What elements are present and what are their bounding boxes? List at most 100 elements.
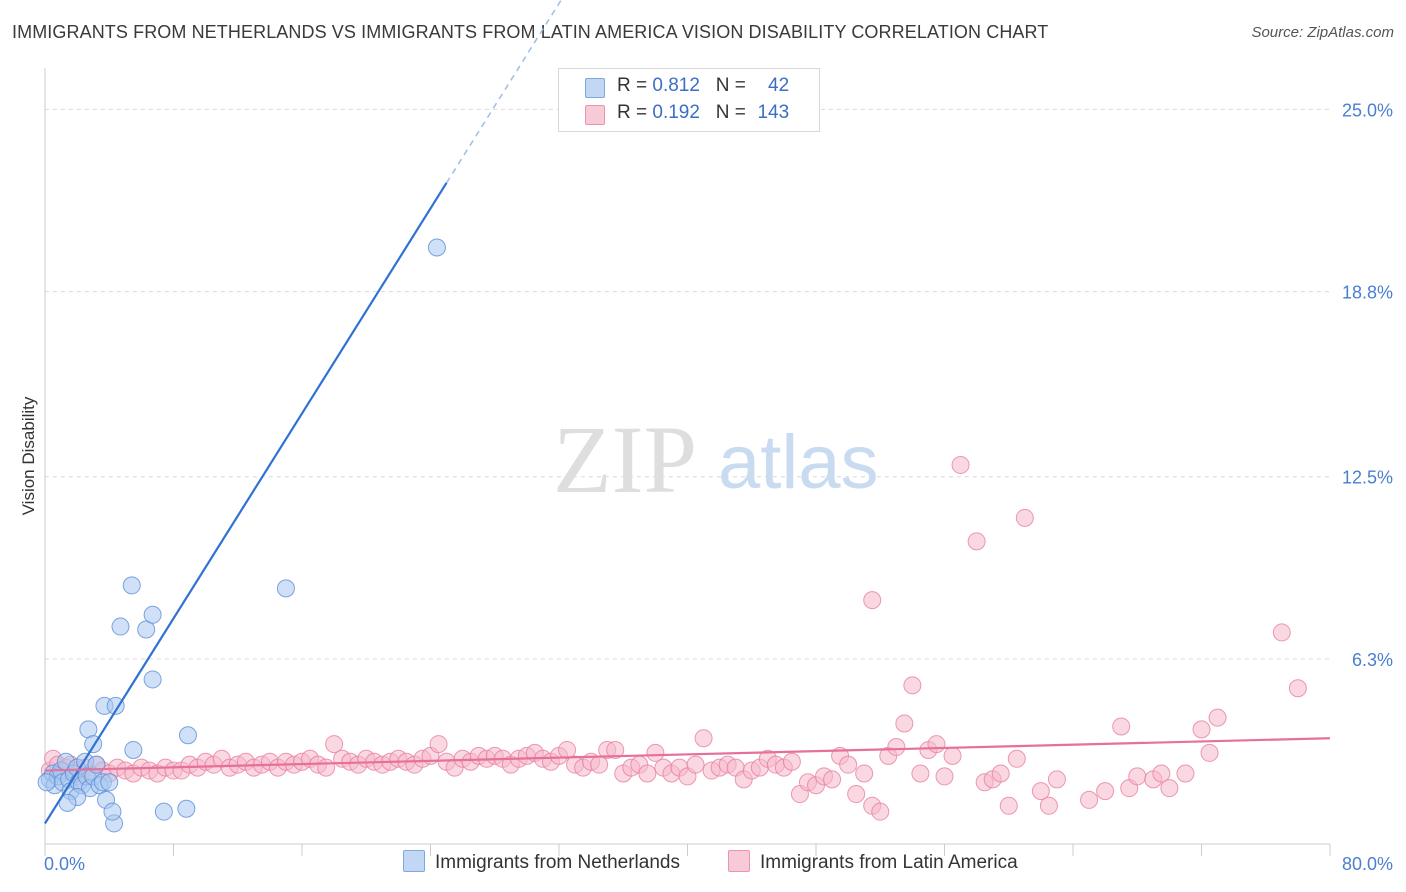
netherlands-point [178, 726, 197, 745]
legend-n-label: N = [715, 102, 746, 123]
latin-america-point [694, 729, 713, 748]
bottom-legend-swatch-netherlands [403, 850, 425, 872]
latin-america-point [951, 455, 970, 474]
latin-america-point [1272, 623, 1291, 642]
latin-america-trend-line [44, 737, 1331, 772]
y-tick-label: 12.5% [1342, 468, 1393, 488]
netherlands-trend-extension [445, 0, 563, 184]
latin-america-point [903, 676, 922, 695]
y-tick-label: 6.3% [1352, 650, 1393, 670]
legend-n-value: 42 [768, 75, 790, 96]
x-tick-label-max: 80.0% [1342, 854, 1393, 874]
latin-america-point [1208, 708, 1227, 727]
legend: R = 0.812 N = 42 R = 0.192 N = 143 [558, 68, 820, 132]
latin-america-point [429, 735, 448, 754]
latin-america-point [839, 755, 858, 774]
latin-america-point [823, 770, 842, 789]
x-tick-label-min: 0.0% [44, 854, 85, 874]
legend-text-latin-america: R = 0.192 N = 143 [617, 102, 789, 124]
latin-america-point [999, 796, 1018, 815]
netherlands-point [143, 605, 162, 624]
netherlands-point [177, 799, 196, 818]
latin-america-point [855, 764, 874, 783]
latin-america-point [1176, 764, 1195, 783]
legend-n-value: 143 [757, 102, 790, 123]
netherlands-point [143, 670, 162, 689]
netherlands-point [103, 802, 122, 821]
legend-r-value: 0.812 [652, 75, 700, 96]
latin-america-point [1200, 743, 1219, 762]
bottom-legend: Immigrants from Netherlands Immigrants f… [0, 850, 1406, 880]
gridlines [45, 108, 1330, 660]
netherlands-point [37, 773, 56, 792]
bottom-legend-label-netherlands: Immigrants from Netherlands [435, 852, 680, 873]
bottom-legend-label-latin-america: Immigrants from Latin America [760, 852, 1018, 873]
legend-r-value: 0.192 [652, 102, 700, 123]
latin-america-point [782, 752, 801, 771]
trend-lines [44, 0, 1331, 825]
bottom-legend-latin-america: Immigrants from Latin America [728, 850, 1018, 874]
legend-swatch-netherlands [585, 78, 605, 98]
x-axis-ticks [44, 844, 1331, 856]
latin-america-point [638, 764, 657, 783]
latin-america-point [1160, 779, 1179, 798]
netherlands-point [100, 773, 119, 792]
latin-america-point [1047, 770, 1066, 789]
latin-america-point [646, 743, 665, 762]
netherlands-point [276, 579, 295, 598]
watermark-atlas: atlas [718, 420, 879, 505]
legend-r-label: R = [617, 75, 648, 96]
y-tick-label: 18.8% [1342, 283, 1393, 303]
latin-america-point [863, 591, 882, 610]
latin-america-point [1112, 717, 1131, 736]
latin-america-point [606, 740, 625, 759]
netherlands-point [427, 238, 446, 257]
bottom-legend-netherlands: Immigrants from Netherlands [403, 850, 680, 874]
chart-title: IMMIGRANTS FROM NETHERLANDS VS IMMIGRANT… [12, 22, 1049, 42]
bottom-legend-swatch-latin-america [728, 850, 750, 872]
latin-america-point [1080, 790, 1099, 809]
latin-america-point [1096, 782, 1115, 801]
latin-america-point [1288, 679, 1307, 698]
latin-america-point [1152, 764, 1171, 783]
netherlands-point [124, 740, 143, 759]
y-tick-label: 25.0% [1342, 100, 1393, 120]
latin-america-points [40, 455, 1307, 821]
latin-america-point [871, 802, 890, 821]
latin-america-point [991, 764, 1010, 783]
latin-america-point [325, 735, 344, 754]
latin-america-point [895, 714, 914, 733]
y-axis-label: Vision Disability [19, 396, 38, 515]
latin-america-point [317, 758, 336, 777]
netherlands-point [111, 617, 130, 636]
netherlands-trend-line [44, 182, 448, 825]
latin-america-point [943, 746, 962, 765]
latin-america-point [1007, 749, 1026, 768]
legend-text-netherlands: R = 0.812 N = 42 [617, 75, 789, 97]
netherlands-point [154, 802, 173, 821]
legend-r-label: R = [617, 102, 648, 123]
latin-america-point [1192, 720, 1211, 739]
netherlands-point [122, 576, 141, 595]
latin-america-point [1039, 796, 1058, 815]
latin-america-point [935, 767, 954, 786]
netherlands-points [37, 238, 446, 833]
latin-america-point [927, 735, 946, 754]
chart-source: Source: ZipAtlas.com [1251, 24, 1394, 41]
watermark: ZIP atlas [553, 406, 879, 513]
netherlands-point [87, 755, 106, 774]
watermark-zip: ZIP [553, 406, 697, 513]
latin-america-point [887, 738, 906, 757]
latin-america-point [967, 532, 986, 551]
latin-america-point [1015, 508, 1034, 527]
legend-swatch-latin-america [585, 105, 605, 125]
latin-america-point [911, 764, 930, 783]
legend-n-label: N = [715, 75, 746, 96]
latin-america-point [1031, 782, 1050, 801]
latin-america-point [1128, 767, 1147, 786]
y-axis-tick-labels: 6.3% 12.5% 18.8% 25.0% [1342, 100, 1393, 669]
netherlands-point [106, 696, 125, 715]
latin-america-point [686, 755, 705, 774]
latin-america-point [847, 785, 866, 804]
